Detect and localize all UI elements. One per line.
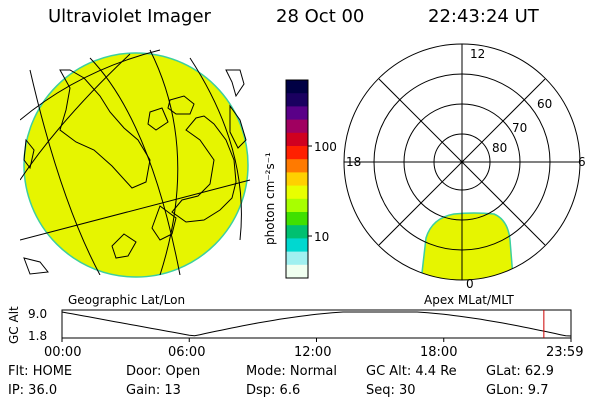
status-dsp: Dsp: 6.6 (246, 383, 301, 398)
colorbar (285, 79, 312, 279)
status-flt: Flt: HOME (8, 364, 73, 379)
status-gcalt: GC Alt: 4.4 Re (366, 364, 457, 379)
status-glat: GLat: 62.9 (486, 364, 554, 379)
date-label: 28 Oct 00 (276, 6, 365, 27)
altitude-axis-label: GC Alt (7, 306, 21, 344)
colorbar-segment (286, 106, 308, 121)
geographic-map (20, 49, 251, 278)
mlat-label-60: 60 (537, 97, 553, 111)
mlt-label-12: 12 (470, 47, 486, 61)
xtick-2359: 23:59 (546, 345, 584, 360)
colorbar-tick-10: 10 (314, 230, 330, 244)
colorbar-segment (286, 185, 308, 200)
colorbar-segment (286, 159, 308, 173)
xtick-1800: 18:00 (420, 345, 458, 360)
colorbar-segment (286, 93, 308, 107)
colorbar-segment (286, 172, 308, 187)
colorbar-segment (286, 264, 308, 279)
status-ip: IP: 36.0 (8, 383, 58, 398)
colorbar-unit-label: photon cm⁻²s⁻¹ (263, 152, 277, 245)
graticule (20, 49, 251, 275)
colorbar-segment (286, 119, 308, 134)
status-gain: Gain: 13 (126, 383, 181, 398)
colorbar-segment (286, 132, 308, 147)
colorbar-segment (286, 198, 308, 213)
mlt-label-18: 18 (346, 155, 362, 169)
colorbar-segment (286, 146, 308, 160)
mlat-label-70: 70 (512, 121, 528, 135)
xtick-0600: 06:00 (168, 345, 206, 360)
apex-polar-plot (343, 43, 581, 281)
colorbar-segment (286, 238, 308, 253)
colorbar-tick-100: 100 (314, 140, 337, 154)
altitude-ymin: 1.8 (28, 329, 48, 343)
xtick-0000: 00:00 (44, 345, 82, 360)
colorbar-segment (286, 212, 308, 226)
status-door: Door: Open (126, 364, 201, 379)
colorbar-segment (286, 80, 308, 94)
altitude-curve (61, 311, 572, 337)
time-label: 22:43:24 UT (428, 6, 539, 27)
status-seq: Seq: 30 (366, 383, 416, 398)
altitude-ymax: 9.0 (28, 307, 48, 321)
status-glon: GLon: 9.7 (486, 383, 549, 398)
mlt-label-6: 6 (578, 155, 586, 169)
aurora-image-geo (23, 52, 249, 278)
coastlines (23, 69, 247, 275)
colorbar-segment (286, 225, 308, 239)
instrument-title: Ultraviolet Imager (48, 6, 211, 27)
geographic-caption: Geographic Lat/Lon (68, 293, 186, 307)
apex-caption: Apex MLat/MLT (424, 293, 514, 307)
xtick-1200: 12:00 (294, 345, 332, 360)
status-mode: Mode: Normal (246, 364, 337, 379)
mlt-label-0: 0 (466, 277, 474, 291)
mlat-label-80: 80 (492, 141, 508, 155)
altitude-plot (61, 309, 572, 342)
colorbar-segment (286, 251, 308, 266)
auroral-oval (419, 212, 515, 280)
